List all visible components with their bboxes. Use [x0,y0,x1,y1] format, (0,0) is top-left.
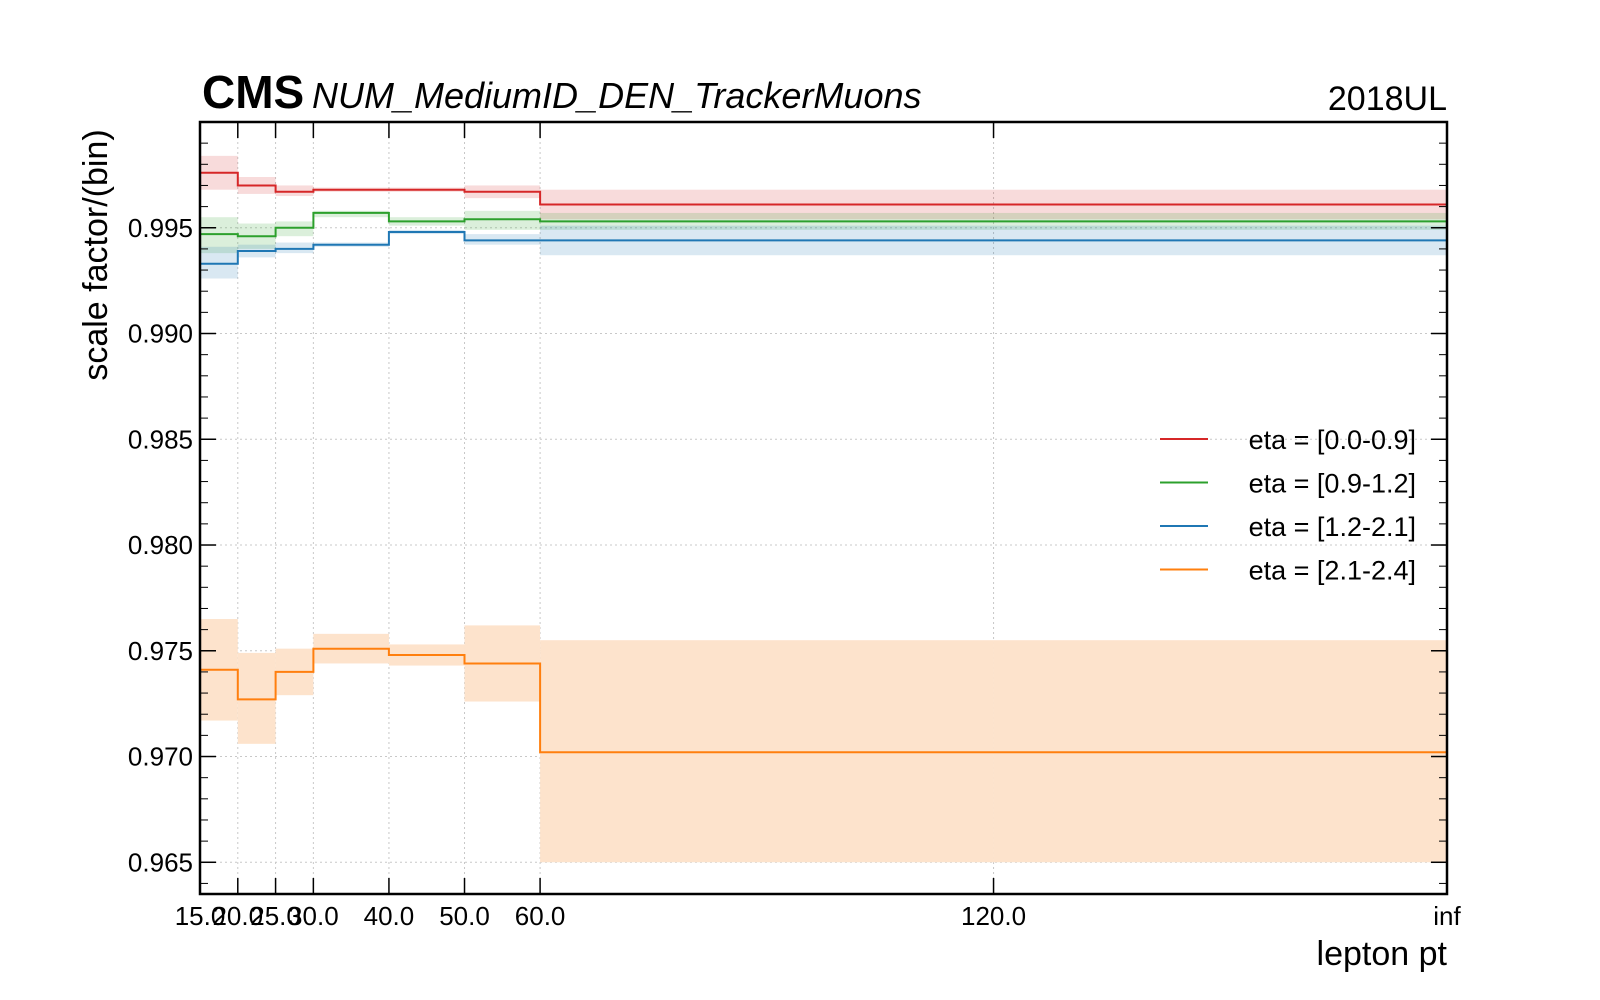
x-tick-label: 30.0 [288,901,339,931]
series-lines [200,171,1447,754]
y-tick-label: 0.985 [128,424,193,454]
x-tick-label: 25.0 [250,901,301,931]
uncertainty-band [237,652,276,744]
grid [200,122,1447,894]
uncertainty-band [993,640,1447,863]
x-tick-label: 15.0 [175,901,226,931]
legend-label: eta = [1.2-2.1] [1249,512,1416,542]
uncertainty-band [313,210,389,218]
uncertainty-band [540,640,994,863]
y-tick-label: 0.990 [128,319,193,349]
year-label: 2018UL [1328,80,1447,118]
uncertainty-band [464,210,541,230]
y-axis-title: scale factor/(bin) [77,129,115,380]
uncertainty-band [275,185,314,197]
y-tick-label: 0.965 [128,847,193,877]
y-tick-labels: 0.965 0.970 0.975 0.980 0.985 0.990 0.995 [128,213,193,878]
legend: eta = [0.0-0.9] eta = [0.9-1.2] eta = [1.2… [1160,425,1416,586]
uncertainty-band [200,217,238,254]
y-tick-label: 0.975 [128,636,193,666]
y-tick-label: 0.970 [128,742,193,772]
series-line [200,231,1447,265]
chart-subtitle: NUM_MediumID_DEN_TrackerMuons [312,75,922,116]
series-line [200,647,1447,754]
legend-label: eta = [0.0-0.9] [1249,425,1416,455]
uncertainty-band [200,246,238,279]
uncertainty-band [275,242,314,254]
series-line [200,171,1447,206]
uncertainty-band [464,234,541,245]
x-tick-label: 120.0 [961,901,1026,931]
x-tick-label: 60.0 [515,901,566,931]
y-tick-label: 0.980 [128,530,193,560]
axis-ticks [199,122,1448,894]
x-tick-label: 20.0 [212,901,263,931]
uncertainty-band [275,221,314,237]
series-line [200,211,1447,238]
legend-label: eta = [0.9-1.2] [1249,469,1416,499]
plot-frame [198,120,1449,896]
experiment-label: CMS [202,66,304,118]
x-tick-label: inf [1433,901,1461,931]
x-axis-title: lepton pt [1317,935,1448,973]
x-tick-label: 40.0 [364,901,415,931]
x-tick-label: 50.0 [439,901,490,931]
x-tick-labels: 15.020.025.030.0 40.0 50.0 60.0 120.0 inf [175,901,1462,931]
legend-label: eta = [2.1-2.4] [1249,556,1416,586]
y-tick-label: 0.995 [128,213,193,243]
